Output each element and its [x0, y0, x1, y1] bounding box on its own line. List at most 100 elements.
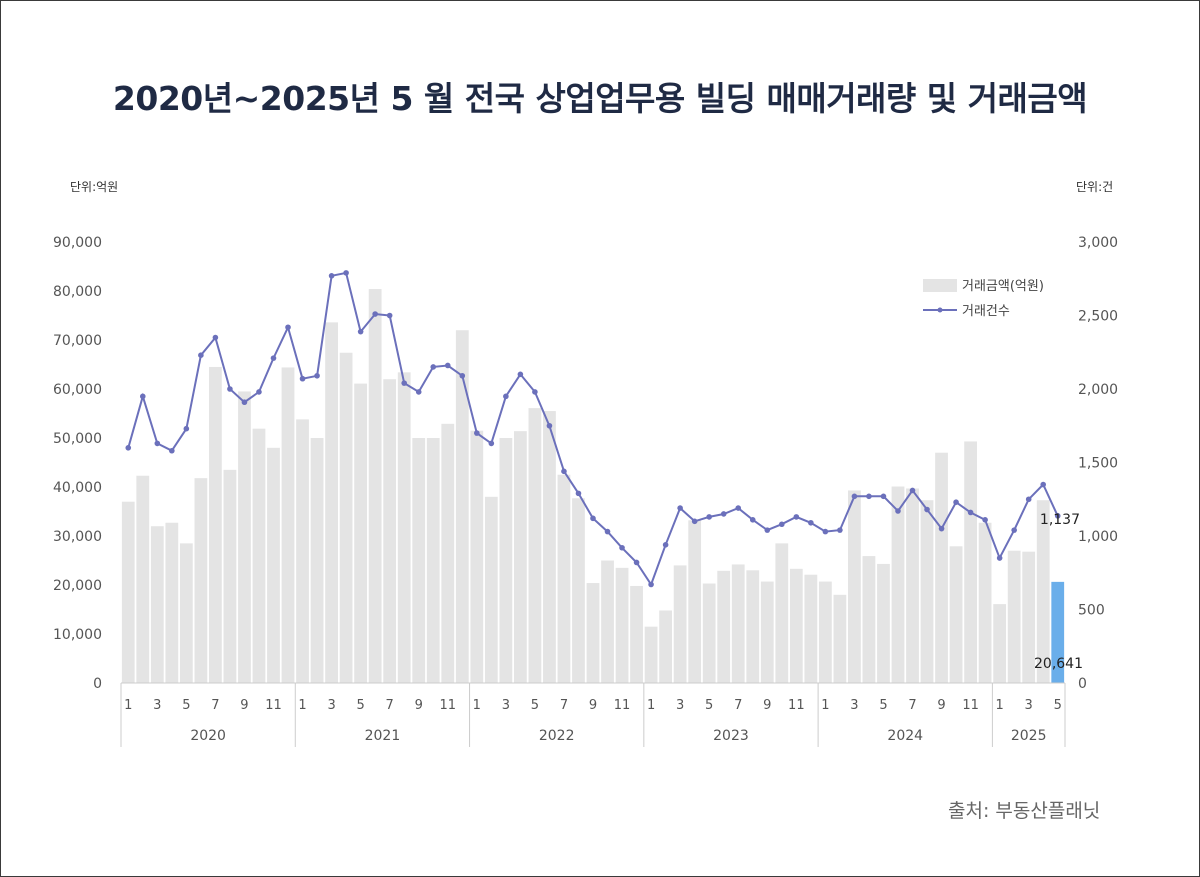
- line-series: [125, 270, 1061, 588]
- line-point: [677, 505, 683, 511]
- line-point: [764, 527, 771, 533]
- bar: [426, 438, 440, 683]
- bar: [978, 522, 992, 683]
- line-point: [619, 544, 625, 551]
- bar: [383, 379, 397, 683]
- line-point: [909, 487, 916, 494]
- bar: [630, 585, 643, 683]
- line-point: [532, 389, 538, 395]
- right-tick-label: 1,500: [1078, 456, 1118, 472]
- bar-series: [121, 289, 1065, 683]
- line-point: [982, 517, 988, 523]
- bar: [935, 452, 948, 683]
- data-labels: 20,641 1,137: [1034, 512, 1083, 672]
- line-point: [270, 355, 277, 361]
- month-tick-label: 5: [356, 698, 364, 713]
- line-point: [1011, 527, 1017, 533]
- line-point: [1025, 496, 1032, 503]
- line-point: [357, 328, 364, 335]
- right-axis-unit: 단위:건: [1076, 180, 1114, 194]
- line-point: [996, 555, 1003, 561]
- source-note: 출처: 부동산플래닛: [948, 800, 1101, 822]
- line-point: [749, 517, 756, 523]
- right-tick-label: 2,000: [1078, 382, 1118, 398]
- month-tick-label: 1: [298, 698, 306, 713]
- bar: [455, 330, 469, 683]
- line-point: [924, 506, 930, 513]
- bar: [572, 498, 585, 683]
- line-point: [793, 514, 800, 520]
- left-tick-label: 50,000: [53, 431, 102, 447]
- line-point: [343, 270, 349, 276]
- line-point: [837, 527, 843, 533]
- bar: [964, 441, 977, 683]
- left-tick-label: 60,000: [53, 382, 102, 398]
- line-point: [212, 334, 219, 341]
- month-tick-label: 3: [850, 698, 858, 713]
- line-point: [459, 372, 466, 379]
- line-point: [474, 430, 480, 436]
- bar: [354, 383, 368, 683]
- left-tick-label: 80,000: [53, 284, 102, 300]
- bar: [906, 488, 919, 683]
- line-point: [895, 508, 901, 514]
- month-tick-label: 3: [676, 698, 684, 713]
- right-axis: 3,000 2,500 2,000 1,500 1,000 500 0: [1078, 235, 1118, 692]
- bar: [848, 490, 861, 683]
- line-point: [503, 393, 509, 400]
- month-tick-label: 11: [962, 698, 979, 713]
- left-axis: 90,000 80,000 70,000 60,000 50,000 40,000 30,0…: [53, 235, 102, 692]
- bar: [586, 583, 600, 683]
- bar: [310, 438, 324, 683]
- month-tick-label: 7: [386, 698, 394, 713]
- line-point: [401, 380, 408, 386]
- bar: [1007, 550, 1021, 683]
- month-tick-label: 11: [788, 698, 805, 713]
- bar: [702, 583, 716, 683]
- last-bar-value-label: 20,641: [1034, 656, 1083, 672]
- bar: [499, 438, 513, 683]
- month-tick-label: 9: [937, 698, 945, 713]
- bar: [513, 431, 527, 683]
- month-tick-label: 11: [614, 698, 631, 713]
- month-tick-label: 3: [327, 698, 335, 713]
- month-tick-label: 3: [1025, 698, 1033, 713]
- left-tick-label: 20,000: [53, 578, 102, 594]
- bar: [601, 560, 614, 683]
- month-tick-label: 7: [908, 698, 916, 713]
- line-point: [285, 324, 291, 331]
- bar: [557, 474, 571, 683]
- month-tick-label: 1: [996, 698, 1004, 713]
- bar: [717, 570, 731, 683]
- bar: [194, 478, 208, 683]
- year-label: 2023: [713, 728, 749, 744]
- line-point: [386, 312, 393, 319]
- bar: [136, 475, 150, 683]
- bar: [150, 526, 164, 683]
- bar: [528, 408, 542, 683]
- month-tick-label: 3: [502, 698, 510, 713]
- bar: [267, 447, 280, 683]
- month-tick-label: 9: [589, 698, 597, 713]
- line-point: [125, 445, 132, 451]
- month-tick-label: 5: [705, 698, 713, 713]
- bar: [470, 430, 484, 683]
- right-tick-label: 2,500: [1078, 309, 1118, 325]
- year-label: 2022: [539, 728, 575, 744]
- line-point: [154, 440, 161, 447]
- bar: [484, 496, 498, 683]
- chart-title: 2020년~2025년 5 월 전국 상업업무용 빌딩 매매거래량 및 거래금액: [112, 79, 1088, 118]
- line-point: [822, 528, 829, 535]
- line-point: [430, 364, 437, 370]
- left-axis-unit: 단위:억원: [70, 180, 119, 194]
- line-point: [779, 521, 785, 528]
- bar: [644, 626, 658, 683]
- left-tick-label: 70,000: [53, 333, 102, 349]
- month-tick-label: 3: [153, 698, 161, 713]
- month-tick-label: 7: [560, 698, 568, 713]
- month-tick-label: 7: [211, 698, 219, 713]
- line-point: [546, 422, 553, 429]
- bar: [731, 564, 745, 683]
